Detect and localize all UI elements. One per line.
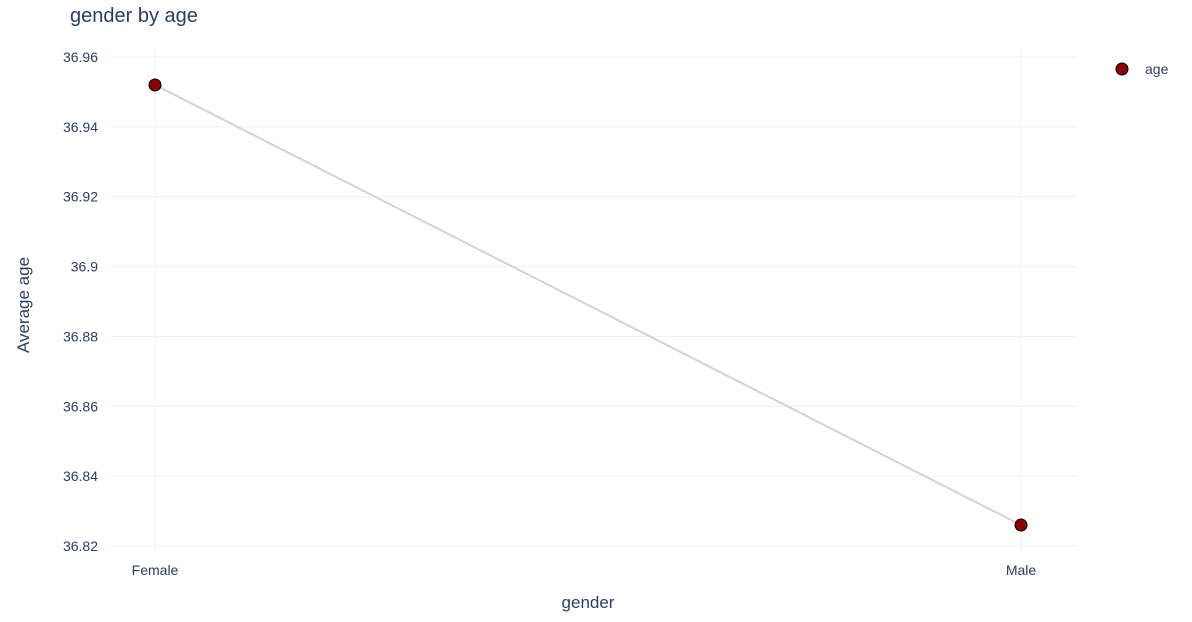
data-point[interactable]: [1015, 519, 1027, 531]
y-tick-label: 36.94: [63, 119, 98, 135]
legend-marker-age: [1116, 63, 1128, 75]
y-tick-labels: 36.82 36.84 36.86 36.88 36.9 36.92 36.94 36.96: [63, 49, 98, 554]
legend[interactable]: age: [1116, 61, 1169, 77]
y-tick-label: 36.9: [71, 259, 98, 275]
x-tick-labels: Female Male: [132, 562, 1037, 578]
y-tick-label: 36.86: [63, 398, 98, 414]
y-tick-label: 36.82: [63, 538, 98, 554]
grid-lines: [110, 50, 1077, 552]
data-point[interactable]: [149, 79, 161, 91]
x-tick-label: Male: [1006, 562, 1037, 578]
chart-title: gender by age: [70, 5, 198, 27]
series-line-age: [155, 85, 1021, 525]
legend-label-age: age: [1145, 61, 1169, 77]
x-tick-label: Female: [132, 562, 179, 578]
y-tick-label: 36.92: [63, 189, 98, 205]
y-axis-title: Average age: [14, 257, 33, 353]
y-tick-label: 36.88: [63, 328, 98, 344]
series-lines: [155, 85, 1021, 525]
x-axis-title: gender: [562, 593, 615, 612]
y-tick-label: 36.84: [63, 468, 98, 484]
y-tick-label: 36.96: [63, 49, 98, 65]
